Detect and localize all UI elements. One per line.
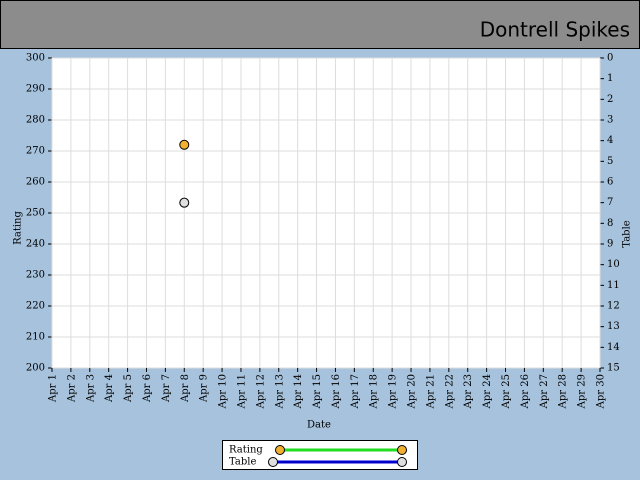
x-tick-label: Apr 24 (482, 374, 493, 409)
x-tick-label: Apr 30 (596, 374, 607, 409)
header (0, 0, 640, 49)
legend-marker (397, 457, 407, 467)
y2-tick-label: 13 (607, 321, 620, 332)
y-axis-label: Rating (13, 211, 24, 245)
y-tick-label: 220 (26, 301, 45, 312)
x-tick-label: Apr 5 (123, 374, 134, 403)
legend (222, 440, 418, 470)
y-tick-label: 300 (26, 53, 45, 64)
y-tick-label: 200 (26, 363, 45, 374)
legend-label: Rating (229, 445, 263, 456)
x-tick-label: Apr 20 (407, 374, 418, 409)
x-tick-label: Apr 26 (520, 374, 531, 409)
x-tick-label: Apr 17 (350, 374, 361, 409)
legend-marker (275, 445, 285, 455)
x-tick-label: Apr 11 (236, 374, 247, 409)
x-tick-label: Apr 8 (180, 374, 191, 403)
x-tick-label: Apr 2 (66, 374, 77, 403)
x-tick-label: Apr 19 (388, 374, 399, 409)
y-tick-label: 210 (26, 332, 45, 343)
data-point (179, 197, 190, 208)
y2-tick-label: 3 (607, 115, 613, 126)
x-tick-label: Apr 25 (501, 374, 512, 409)
y2-axis-label: Table (622, 220, 633, 247)
x-tick-label: Apr 3 (85, 374, 96, 403)
x-tick-label: Apr 23 (463, 374, 474, 409)
x-tick-label: Apr 12 (255, 374, 266, 409)
legend-label: Table (229, 457, 256, 468)
y-tick-label: 250 (26, 208, 45, 219)
y2-tick-label: 7 (607, 197, 613, 208)
chart-title: Dontrell Spikes (480, 18, 630, 42)
y-tick-label: 260 (26, 177, 45, 188)
x-tick-label: Apr 6 (142, 374, 153, 403)
x-tick-label: Apr 7 (161, 374, 172, 403)
x-tick-label: Apr 29 (577, 374, 588, 409)
x-tick-label: Apr 15 (312, 374, 323, 409)
data-point (179, 139, 190, 150)
x-tick-label: Apr 28 (558, 374, 569, 409)
y2-tick-label: 4 (607, 135, 613, 146)
x-tick-label: Apr 22 (444, 374, 455, 409)
y-tick-label: 280 (26, 115, 45, 126)
y2-tick-label: 8 (607, 218, 613, 229)
y2-tick-label: 12 (607, 301, 620, 312)
x-tick-label: Apr 16 (331, 374, 342, 409)
x-tick-label: Apr 21 (425, 374, 436, 409)
y2-tick-label: 14 (607, 342, 620, 353)
y2-tick-label: 5 (607, 156, 613, 167)
y2-tick-label: 2 (607, 94, 613, 105)
legend-marker (268, 457, 278, 467)
x-tick-label: Apr 1 (48, 374, 59, 403)
x-tick-label: Apr 18 (369, 374, 380, 409)
x-tick-label: Apr 9 (199, 374, 210, 403)
x-tick-label: Apr 13 (274, 374, 285, 409)
y2-tick-label: 9 (607, 239, 613, 250)
x-tick-label: Apr 4 (104, 374, 115, 403)
x-tick-label: Apr 27 (539, 374, 550, 409)
x-tick-label: Apr 14 (293, 374, 304, 409)
y-tick-label: 270 (26, 146, 45, 157)
legend-marker (397, 445, 407, 455)
y-tick-label: 290 (26, 84, 45, 95)
x-tick-label: Apr 10 (218, 374, 229, 409)
y2-tick-label: 10 (607, 259, 620, 270)
x-axis-label: Date (307, 420, 331, 431)
y2-tick-label: 11 (607, 280, 620, 291)
y2-tick-label: 15 (607, 363, 620, 374)
y2-tick-label: 1 (607, 73, 613, 84)
y-tick-label: 230 (26, 270, 45, 281)
y2-tick-label: 0 (607, 53, 613, 64)
y2-tick-label: 6 (607, 177, 613, 188)
y-tick-label: 240 (26, 239, 45, 250)
